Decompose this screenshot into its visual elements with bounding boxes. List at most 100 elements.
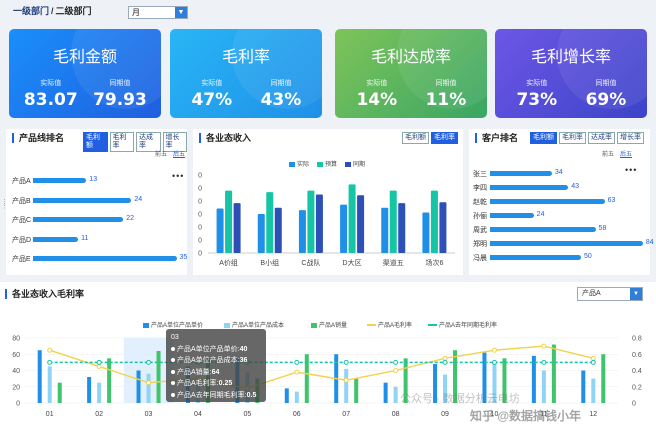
rank-bar[interactable]: [490, 213, 534, 218]
tab-gross-margin[interactable]: 毛利率: [559, 132, 586, 144]
bar-预算: [430, 190, 438, 253]
kpi-title: 毛利增长率: [530, 49, 611, 66]
legend-actual[interactable]: 实际: [289, 159, 309, 168]
rank-bar[interactable]: [33, 197, 132, 203]
legend-label: 同期: [353, 162, 366, 168]
rank-bar[interactable]: [490, 185, 569, 190]
kpi-yoy-value: 69%: [585, 90, 627, 110]
y-right-tick-label: 0.8: [632, 336, 642, 343]
tab-gross-margin[interactable]: 毛利率: [109, 132, 134, 152]
rank-bar[interactable]: [33, 256, 177, 261]
tab-gross-profit[interactable]: 毛利额: [83, 132, 108, 152]
legend-label: 产品A毛利率: [378, 323, 413, 329]
point-产品A毛利率: [491, 347, 497, 353]
point-产品A去年同期毛利率: [294, 359, 300, 365]
product-select[interactable]: 产品A ▼: [577, 287, 643, 301]
tooltip-row: 产品A单位产品单价:40: [171, 344, 261, 356]
kpi-actual-label: 实际值: [201, 80, 223, 87]
bar-产品A单位产品单价: [433, 364, 438, 403]
tab-growth[interactable]: 增长率: [162, 132, 187, 152]
rank-bar[interactable]: [490, 199, 605, 204]
y-tick-label: 0: [198, 225, 202, 232]
drag-handle-icon[interactable]: ⋮ ⋮: [1, 199, 8, 210]
tooltip-value: 0.5: [246, 391, 257, 399]
product-rank-tabs: 毛利额 毛利率 达成率 增长率: [83, 132, 187, 152]
rank-pager: 前五 后五: [596, 149, 632, 158]
panel-title: 产品线排名: [12, 133, 64, 143]
x-tick-label: C战队: [301, 258, 320, 267]
legend-item[interactable]: 产品A毛利率: [367, 320, 412, 329]
tab-gross-profit[interactable]: 毛利额: [402, 132, 429, 144]
pager-prev-five[interactable]: 前五: [602, 152, 615, 158]
y-right-tick-label: 0.2: [632, 384, 642, 391]
legend-item[interactable]: 产品A销量: [311, 320, 347, 329]
kpi-title: 毛利率: [221, 49, 270, 66]
legend-swatch: [317, 161, 323, 167]
point-产品A去年同期毛利率: [96, 359, 102, 365]
rank-bar[interactable]: [490, 241, 643, 246]
more-options-icon[interactable]: •••: [172, 171, 185, 181]
legend-swatch: [345, 161, 351, 167]
rank-bar[interactable]: [33, 178, 87, 183]
x-tick-label: 04: [194, 411, 202, 418]
bar-同期: [439, 202, 447, 253]
point-产品A毛利率: [442, 355, 448, 361]
kpi-card-gross-margin[interactable]: 毛利率 实际值 同期值 47% 43%: [170, 29, 322, 118]
legend-label: 产品A单位产品成本: [232, 323, 285, 329]
point-产品A毛利率: [343, 377, 349, 383]
chevron-down-icon[interactable]: ▼: [175, 7, 187, 18]
legend-label: 产品A销量: [319, 323, 348, 329]
tab-achievement[interactable]: 达成率: [136, 132, 161, 152]
bar-实际: [422, 212, 430, 253]
tooltip-label: 产品A单位产品成本: [177, 357, 238, 364]
period-select[interactable]: 月 ▼: [128, 6, 188, 19]
customer-rank-panel: 客户排名 毛利额 毛利率 达成率 增长率 前五 后五 ••• 张三 34 李四 43 赵乾…: [469, 129, 654, 275]
bar-产品A单位产品成本: [443, 374, 448, 403]
rank-label: 郑明: [473, 241, 487, 248]
legend-budget[interactable]: 预算: [317, 159, 337, 168]
pager-next-five[interactable]: 后五: [620, 152, 633, 158]
bar-产品A单位产品单价: [383, 382, 388, 403]
x-tick-label: 06: [293, 411, 301, 418]
kpi-card-gross-profit[interactable]: 毛利金额 实际值 同期值 83.07 79.93: [9, 29, 161, 118]
x-tick-label: 10: [491, 411, 499, 418]
point-产品A毛利率: [146, 380, 152, 386]
rank-label: 产品E: [12, 256, 31, 263]
rank-bar[interactable]: [33, 217, 124, 222]
chevron-down-icon[interactable]: ▼: [630, 288, 642, 300]
pager-next-five[interactable]: 后五: [173, 152, 186, 158]
rank-bar[interactable]: [490, 227, 596, 232]
point-产品A毛利率: [393, 368, 399, 373]
breadcrumb-level1[interactable]: 一级部门: [13, 6, 50, 16]
tab-gross-margin[interactable]: 毛利率: [431, 132, 458, 144]
bar-实际: [340, 204, 348, 253]
kpi-card-achievement[interactable]: 毛利达成率 实际值 同期值 14% 11%: [335, 29, 487, 118]
rank-bar[interactable]: [490, 255, 581, 260]
legend-swatch: [143, 322, 149, 328]
rank-bar[interactable]: [490, 171, 552, 176]
legend-prior[interactable]: 同期: [345, 159, 365, 168]
tab-gross-profit[interactable]: 毛利额: [530, 132, 557, 144]
point-产品A去年同期毛利率: [491, 359, 497, 365]
pager-prev-five[interactable]: 前五: [155, 152, 168, 158]
kpi-card-growth[interactable]: 毛利增长率 实际值 同期值 73% 69%: [495, 29, 647, 118]
tooltip-value: 64: [211, 368, 220, 376]
rank-label: 孙俪: [473, 213, 487, 220]
y-tick-label: 0: [198, 186, 202, 193]
legend-item[interactable]: 产品A去年同期毛利率: [428, 320, 497, 329]
kpi-actual-value: 83.07: [23, 90, 78, 110]
breadcrumb-level2[interactable]: 二级部门: [55, 6, 92, 16]
rank-label: 李四: [473, 185, 487, 192]
rank-value: 24: [536, 211, 545, 218]
legend-item[interactable]: 产品A单位产品成本: [224, 320, 284, 329]
tab-achievement[interactable]: 达成率: [588, 132, 615, 144]
tooltip-row: 产品A毛利率:0.25: [171, 378, 261, 390]
bar-实际: [216, 208, 224, 253]
bar-预算: [225, 190, 233, 253]
rank-bar[interactable]: [33, 236, 79, 242]
legend-label: 产品A去年同期毛利率: [439, 323, 498, 329]
more-options-icon[interactable]: •••: [625, 165, 638, 175]
tab-growth[interactable]: 增长率: [617, 132, 644, 144]
rank-label: 张三: [473, 171, 487, 178]
legend-item[interactable]: 产品A单位产品单价: [143, 320, 203, 329]
